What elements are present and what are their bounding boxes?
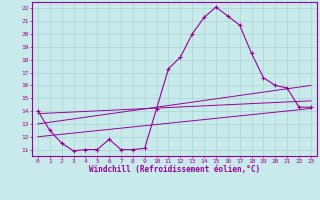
X-axis label: Windchill (Refroidissement éolien,°C): Windchill (Refroidissement éolien,°C) — [89, 165, 260, 174]
